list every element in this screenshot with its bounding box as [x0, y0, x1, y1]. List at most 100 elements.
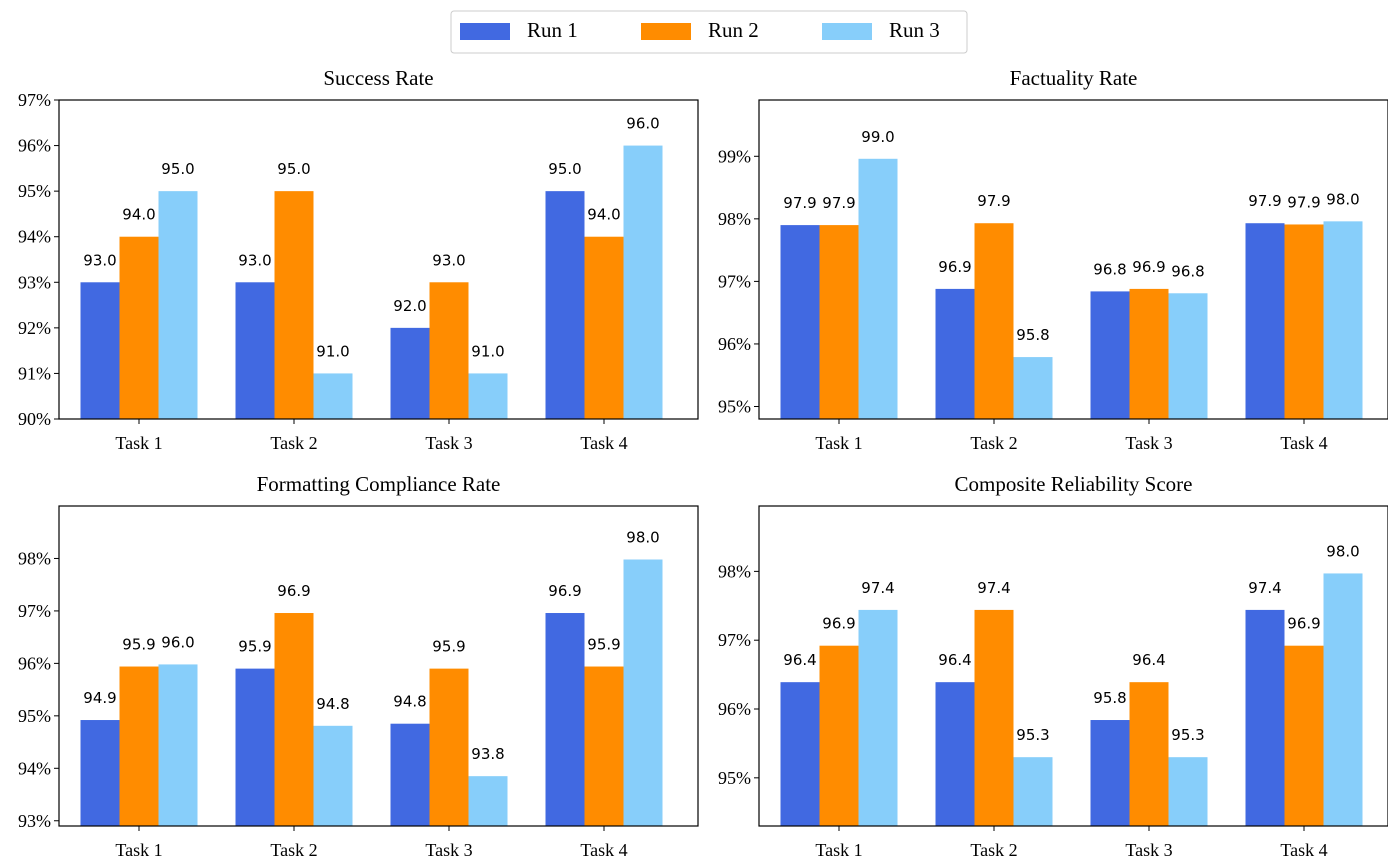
- bar-run-3-task-3: [468, 776, 508, 826]
- y-tick-label: 99%: [718, 146, 751, 166]
- bar-run-1-task-2: [235, 282, 275, 419]
- bar-run-2-task-2: [974, 609, 1014, 826]
- bar-run-1-task-3: [1090, 291, 1130, 419]
- x-tick-label: Task 1: [815, 433, 862, 453]
- data-label: 97.4: [1248, 579, 1281, 597]
- data-label: 96.4: [1132, 651, 1165, 669]
- x-tick-label: Task 1: [815, 840, 862, 859]
- chart-4: Composite Reliability Score 96.4 96.9 97.4 T…: [718, 472, 1388, 859]
- y-tick-label: 92%: [18, 318, 51, 338]
- y-tick-label: 94%: [18, 227, 51, 247]
- chart-3: Formatting Compliance Rate 94.9 95.9 96.0 Ta…: [18, 472, 699, 859]
- data-label: 96.8: [1171, 262, 1204, 280]
- y-tick-label: 97%: [718, 630, 751, 650]
- bar-run-3-task-2: [313, 373, 353, 419]
- bar-run-3-task-1: [858, 609, 898, 826]
- data-label: 94.0: [587, 206, 620, 224]
- bar-run-1-task-3: [390, 723, 430, 826]
- y-tick-label: 93%: [18, 272, 51, 292]
- bar-run-1-task-1: [780, 225, 820, 419]
- data-label: 97.9: [822, 194, 855, 212]
- x-tick-label: Task 2: [270, 433, 317, 453]
- chart-title: Success Rate: [323, 66, 433, 90]
- data-label: 95.9: [122, 636, 155, 654]
- bar-run-2-task-1: [819, 225, 859, 419]
- data-label: 98.0: [626, 529, 659, 547]
- data-label: 97.4: [977, 579, 1010, 597]
- data-label: 93.0: [432, 251, 465, 269]
- legend-label-run-1: Run 1: [527, 18, 578, 42]
- x-tick-label: Task 3: [1125, 840, 1172, 859]
- bar-run-1-task-4: [1245, 609, 1285, 826]
- bar-run-2-task-4: [1284, 224, 1324, 419]
- chart-1: Success Rate 93.0 94.0 95.0 Task 1 93.0 95.0 91…: [18, 66, 699, 453]
- chart-panels: Success Rate 93.0 94.0 95.0 Task 1 93.0 95.0 91…: [18, 66, 1388, 859]
- data-label: 96.0: [161, 633, 194, 651]
- legend-frame: [450, 10, 968, 54]
- data-label: 92.0: [393, 297, 426, 315]
- bar-run-3-task-1: [158, 664, 198, 826]
- data-label: 97.9: [1287, 193, 1320, 211]
- data-label: 95.3: [1171, 726, 1204, 744]
- bar-run-1-task-1: [80, 282, 120, 419]
- bar-run-1-task-1: [80, 720, 120, 826]
- bar-run-3-task-3: [1168, 757, 1208, 826]
- y-tick-label: 98%: [18, 548, 51, 568]
- bar-run-3-task-2: [1013, 757, 1053, 826]
- x-tick-label: Task 1: [115, 433, 162, 453]
- x-tick-label: Task 2: [970, 433, 1017, 453]
- bar-run-1-task-4: [545, 613, 585, 826]
- axes-frame: [58, 505, 699, 827]
- bar-run-1-task-3: [390, 327, 430, 419]
- data-label: 99.0: [861, 128, 894, 146]
- legend-label-run-2: Run 2: [708, 18, 759, 42]
- y-tick-label: 98%: [718, 561, 751, 581]
- data-label: 93.8: [471, 745, 504, 763]
- bar-run-1-task-1: [780, 682, 820, 826]
- data-label: 94.0: [122, 206, 155, 224]
- axes-frame: [758, 99, 1388, 420]
- bar-run-3-task-2: [313, 725, 353, 826]
- data-label: 95.0: [161, 160, 194, 178]
- data-label: 96.4: [783, 651, 816, 669]
- y-tick-label: 97%: [718, 271, 751, 291]
- legend-entry-1: Run 1: [460, 18, 578, 42]
- y-tick-label: 96%: [18, 136, 51, 156]
- bar-run-3-task-4: [1323, 573, 1363, 826]
- bar-run-2-task-2: [274, 613, 314, 826]
- data-label: 98.0: [1326, 542, 1359, 560]
- y-tick-label: 96%: [718, 334, 751, 354]
- bar-run-2-task-3: [1129, 682, 1169, 826]
- bar-run-2-task-2: [274, 191, 314, 419]
- bar-run-2-task-4: [584, 666, 624, 826]
- axes-frame: [758, 505, 1388, 827]
- x-tick-label: Task 3: [425, 433, 472, 453]
- bar-run-2-task-2: [974, 223, 1014, 419]
- data-label: 95.8: [1016, 326, 1049, 344]
- bar-run-2-task-1: [819, 645, 859, 826]
- bar-run-1-task-4: [1245, 223, 1285, 419]
- bar-run-2-task-1: [119, 666, 159, 826]
- data-label: 96.4: [938, 651, 971, 669]
- data-label: 96.9: [548, 582, 581, 600]
- data-label: 96.9: [822, 615, 855, 633]
- data-label: 97.9: [1248, 192, 1281, 210]
- data-label: 94.8: [393, 693, 426, 711]
- data-label: 95.0: [277, 160, 310, 178]
- y-tick-label: 96%: [18, 653, 51, 673]
- bar-run-2-task-1: [119, 236, 159, 419]
- legend: Run 1 Run 2 Run 3: [450, 10, 968, 54]
- bar-run-3-task-4: [1323, 221, 1363, 419]
- y-tick-label: 96%: [718, 699, 751, 719]
- data-label: 96.0: [626, 115, 659, 133]
- x-tick-label: Task 3: [1125, 433, 1172, 453]
- y-tick-label: 95%: [718, 768, 751, 788]
- data-label: 91.0: [471, 342, 504, 360]
- data-label: 91.0: [316, 342, 349, 360]
- bar-run-1-task-2: [935, 288, 975, 419]
- bar-run-3-task-4: [623, 145, 663, 420]
- data-label: 93.0: [238, 251, 271, 269]
- data-label: 97.9: [977, 192, 1010, 210]
- y-tick-label: 97%: [18, 601, 51, 621]
- axes-frame: [58, 99, 699, 420]
